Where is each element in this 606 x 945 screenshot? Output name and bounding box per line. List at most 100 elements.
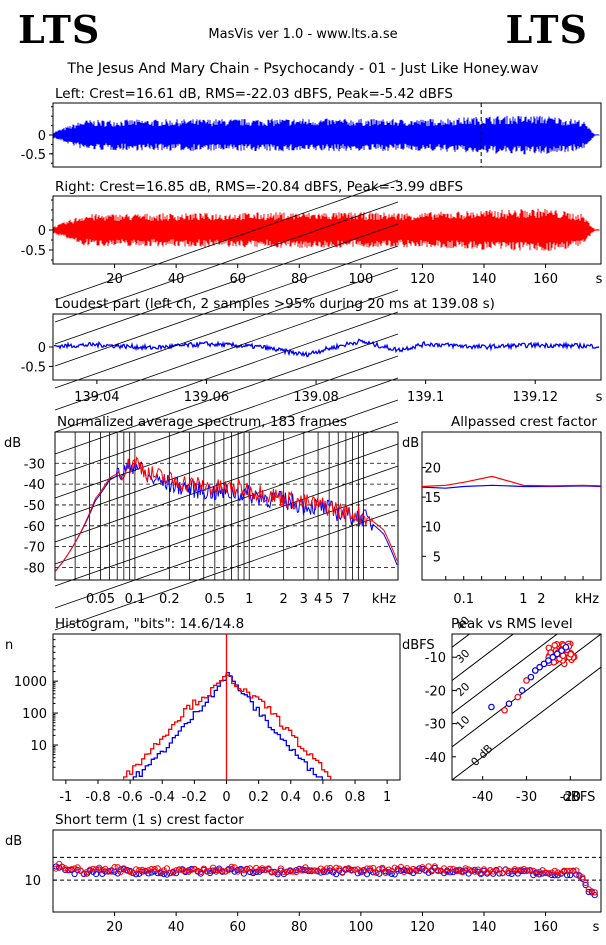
loudest-part-series-left [53, 338, 600, 358]
short-term-crest-title: Short term (1 s) crest factor [55, 812, 244, 828]
short-term-crest-point-left [114, 870, 121, 877]
spectrum-diagonal [54, 201, 399, 323]
short-term-crest-ylabel: dB [5, 834, 22, 849]
peak-vs-rms-point-right [501, 707, 508, 714]
lts-logo-right: LTS [505, 7, 588, 52]
short-term-crest-xtick-label: 80 [291, 920, 308, 935]
short-term-crest-point-right [268, 869, 275, 876]
short-term-crest-ytick-label: 10 [24, 874, 41, 889]
short-term-crest-point-right [585, 886, 592, 893]
short-term-crest-point-right [163, 865, 170, 872]
short-term-crest-xtick-label: 20 [106, 920, 123, 935]
peak-vs-rms-point-left [545, 657, 552, 664]
short-term-crest-point-right [256, 866, 263, 874]
loudest-part-ytick-label: -0.5 [21, 360, 46, 375]
short-term-crest-point-right [536, 868, 543, 876]
short-term-crest-point-right [265, 865, 272, 872]
spectrum-series-right [55, 456, 398, 573]
histogram-xtick-label: -1 [59, 790, 72, 805]
short-term-crest-point-left [96, 866, 103, 873]
short-term-crest-point-right [561, 867, 568, 874]
short-term-crest-point-right [65, 867, 72, 874]
short-term-crest-point-right [173, 867, 180, 874]
short-term-crest-point-right [342, 865, 349, 873]
spectrum-xtick-label: 4 [314, 592, 322, 607]
right-waveform-xtick-label: 160 [533, 272, 558, 287]
short-term-crest-point-right [357, 867, 364, 875]
short-term-crest-point-right [89, 865, 97, 872]
spectrum-frame [54, 431, 399, 581]
short-term-crest-point-right [290, 868, 297, 875]
spectrum-xtick-label: 5 [325, 592, 333, 607]
short-term-crest-point-right [520, 866, 528, 873]
histogram-ylabel: n [5, 638, 13, 653]
spectrum-xtick-label: 7 [342, 592, 350, 607]
short-term-crest-point-right [259, 865, 266, 872]
histogram-xtick-label: -0.2 [182, 790, 207, 805]
short-term-crest-point-right [397, 863, 404, 871]
short-term-crest-point-left [62, 867, 69, 874]
short-term-crest-point-right [74, 864, 81, 871]
allpassed-crest-xtick-label: kHz [575, 592, 599, 607]
short-term-crest-point-left [256, 868, 263, 875]
short-term-crest-point-left [139, 868, 146, 875]
short-term-crest-point-right [296, 866, 303, 873]
peak-vs-rms-diagonal-label: 30 [453, 647, 472, 666]
short-term-crest-point-right [262, 866, 269, 874]
short-term-crest-point-right [502, 866, 509, 873]
short-term-crest-point-right [216, 867, 223, 874]
short-term-crest-point-right [360, 868, 367, 875]
short-term-crest-point-left [385, 869, 392, 876]
short-term-crest-point-right [250, 868, 257, 875]
short-term-crest-point-right [514, 867, 522, 874]
right-waveform-ytick-label: -0.5 [21, 244, 46, 259]
file-title: The Jesus And Mary Chain - Psychocandy -… [67, 61, 539, 77]
right-waveform-panel: Right: Crest=16.85 dB, RMS=-20.84 dBFS, … [21, 179, 603, 287]
spectrum-diagonal [54, 355, 399, 477]
short-term-crest-point-right [287, 868, 294, 875]
short-term-crest-point-right [246, 865, 254, 872]
short-term-crest-point-right [274, 869, 281, 876]
short-term-crest-point-right [490, 868, 497, 875]
short-term-crest-point-left [490, 870, 497, 877]
spectrum-xtick-label: 0.05 [86, 592, 115, 607]
short-term-crest-frame [52, 829, 602, 913]
short-term-crest-point-left [74, 867, 81, 874]
short-term-crest-point-right [517, 866, 525, 873]
short-term-crest-point-right [188, 866, 195, 873]
short-term-crest-xtick-label: 120 [410, 920, 435, 935]
app-title: MasVis ver 1.0 - www.lts.a.se [208, 27, 398, 42]
loudest-part-xtick-label: 139.08 [293, 390, 339, 405]
short-term-crest-point-left [539, 870, 546, 877]
histogram-xtick-label: 0.8 [345, 790, 366, 805]
short-term-crest-point-right [53, 865, 60, 872]
short-term-crest-point-right [480, 866, 488, 873]
short-term-crest-point-right [154, 865, 161, 872]
spectrum-diagonal [54, 223, 399, 345]
short-term-crest-point-right [477, 869, 484, 877]
peak-vs-rms-point-right [551, 642, 558, 649]
short-term-crest-point-right [320, 867, 327, 874]
short-term-crest-point-right [203, 868, 210, 875]
short-term-crest-point-right [551, 867, 558, 874]
short-term-crest-point-right [105, 868, 112, 875]
short-term-crest-point-right [453, 868, 460, 875]
short-term-crest-point-right [99, 867, 106, 874]
loudest-part-xtick-label: 139.04 [74, 390, 120, 405]
short-term-crest-point-right [382, 869, 389, 877]
spectrum-diagonal [54, 289, 399, 411]
allpassed-crest-title: Allpassed crest factor [451, 414, 597, 430]
spectrum-ytick-label: -80 [24, 561, 45, 576]
spectrum-diagonal [54, 443, 399, 565]
short-term-crest-point-right [176, 866, 183, 873]
short-term-crest-point-right [136, 867, 143, 874]
short-term-crest-xtick-label: 140 [472, 920, 497, 935]
loudest-part-xtick-label: s [596, 390, 603, 405]
spectrum-diagonal [54, 267, 399, 389]
short-term-crest-point-right [139, 866, 146, 874]
short-term-crest-point-right [243, 866, 251, 873]
short-term-crest-point-left [259, 866, 266, 874]
short-term-crest-point-right [542, 869, 549, 877]
short-term-crest-point-left [240, 870, 247, 877]
